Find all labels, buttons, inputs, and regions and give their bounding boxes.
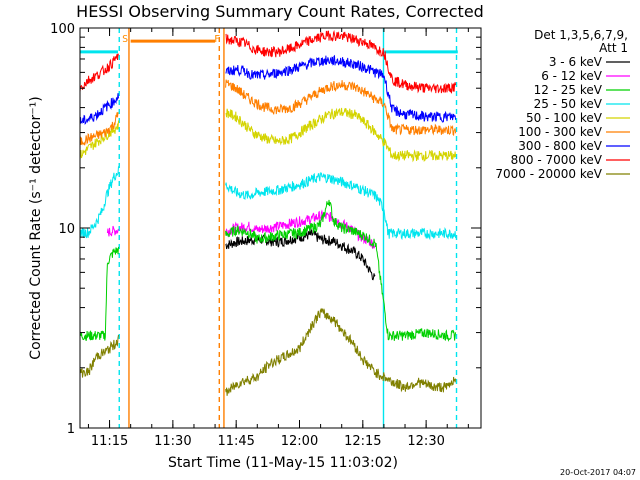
x-tick-label-4: 12:15 [344, 434, 381, 449]
series-3 [80, 166, 457, 241]
y-tick-label-2: 100 [50, 22, 75, 37]
series-7-part-0 [80, 53, 119, 92]
x-axis: 11:15 11:30 11:45 12:00 12:15 12:30 [87, 28, 469, 449]
series-7-part-1 [225, 29, 457, 94]
legend-title-line1: Det 1,3,5,6,7,9, [534, 28, 628, 42]
series-3-part-0 [80, 166, 119, 239]
series-2-part-1 [225, 199, 457, 342]
legend-title-line2: Att 1 [599, 41, 628, 55]
legend-label-3: 25 - 50 keV [534, 97, 603, 111]
series-5-part-1 [225, 79, 457, 137]
x-tick-label-3: 12:00 [281, 434, 318, 449]
x-axis-label: Start Time (11-May-15 11:03:02) [168, 455, 398, 471]
series-6 [80, 54, 457, 125]
series-6-part-0 [80, 93, 119, 125]
legend-label-1: 6 - 12 keV [541, 69, 603, 83]
series-8-part-0 [80, 334, 119, 378]
series-1-part-0 [106, 225, 119, 237]
flag-label-0: S [122, 34, 128, 45]
series-8-part-1 [225, 307, 457, 396]
series-3-part-1 [225, 171, 457, 241]
event-markers [118, 28, 458, 428]
legend-label-6: 300 - 800 keV [518, 139, 602, 153]
series-2-part-0 [80, 246, 119, 341]
series-layer [80, 29, 457, 396]
series-6-part-1 [225, 54, 457, 123]
series-5-part-0 [80, 111, 119, 146]
x-tick-label-2: 11:45 [217, 434, 254, 449]
series-8 [80, 307, 457, 396]
legend-label-8: 7000 - 20000 keV [495, 167, 602, 181]
chart-title: HESSI Observing Summary Count Rates, Cor… [76, 2, 484, 21]
series-7 [80, 29, 457, 94]
flag-segments [80, 39, 458, 54]
legend-label-5: 100 - 300 keV [518, 125, 602, 139]
y-tick-label-0: 1 [67, 422, 75, 437]
legend-label-0: 3 - 6 keV [549, 55, 603, 69]
x-tick-label-0: 11:15 [91, 434, 128, 449]
series-5 [80, 79, 457, 146]
legend-label-4: 50 - 100 keV [526, 111, 603, 125]
legend-label-2: 12 - 25 keV [534, 83, 603, 97]
x-tick-label-1: 11:30 [154, 434, 191, 449]
x-tick-label-5: 12:30 [407, 434, 444, 449]
series-0 [225, 228, 376, 281]
legend-label-7: 800 - 7000 keV [511, 153, 603, 167]
timestamp: 20-Oct-2017 04:07 [560, 468, 636, 477]
y-axis: 1 10 100 [50, 22, 481, 437]
y-tick-label-1: 10 [58, 222, 75, 237]
y-axis-label: Corrected Count Rate (s⁻¹ detector⁻¹) [28, 96, 44, 359]
series-2 [80, 199, 457, 342]
series-4-part-1 [225, 107, 457, 163]
flag-label-1: F [214, 34, 220, 45]
series-0-part-0 [225, 228, 376, 281]
